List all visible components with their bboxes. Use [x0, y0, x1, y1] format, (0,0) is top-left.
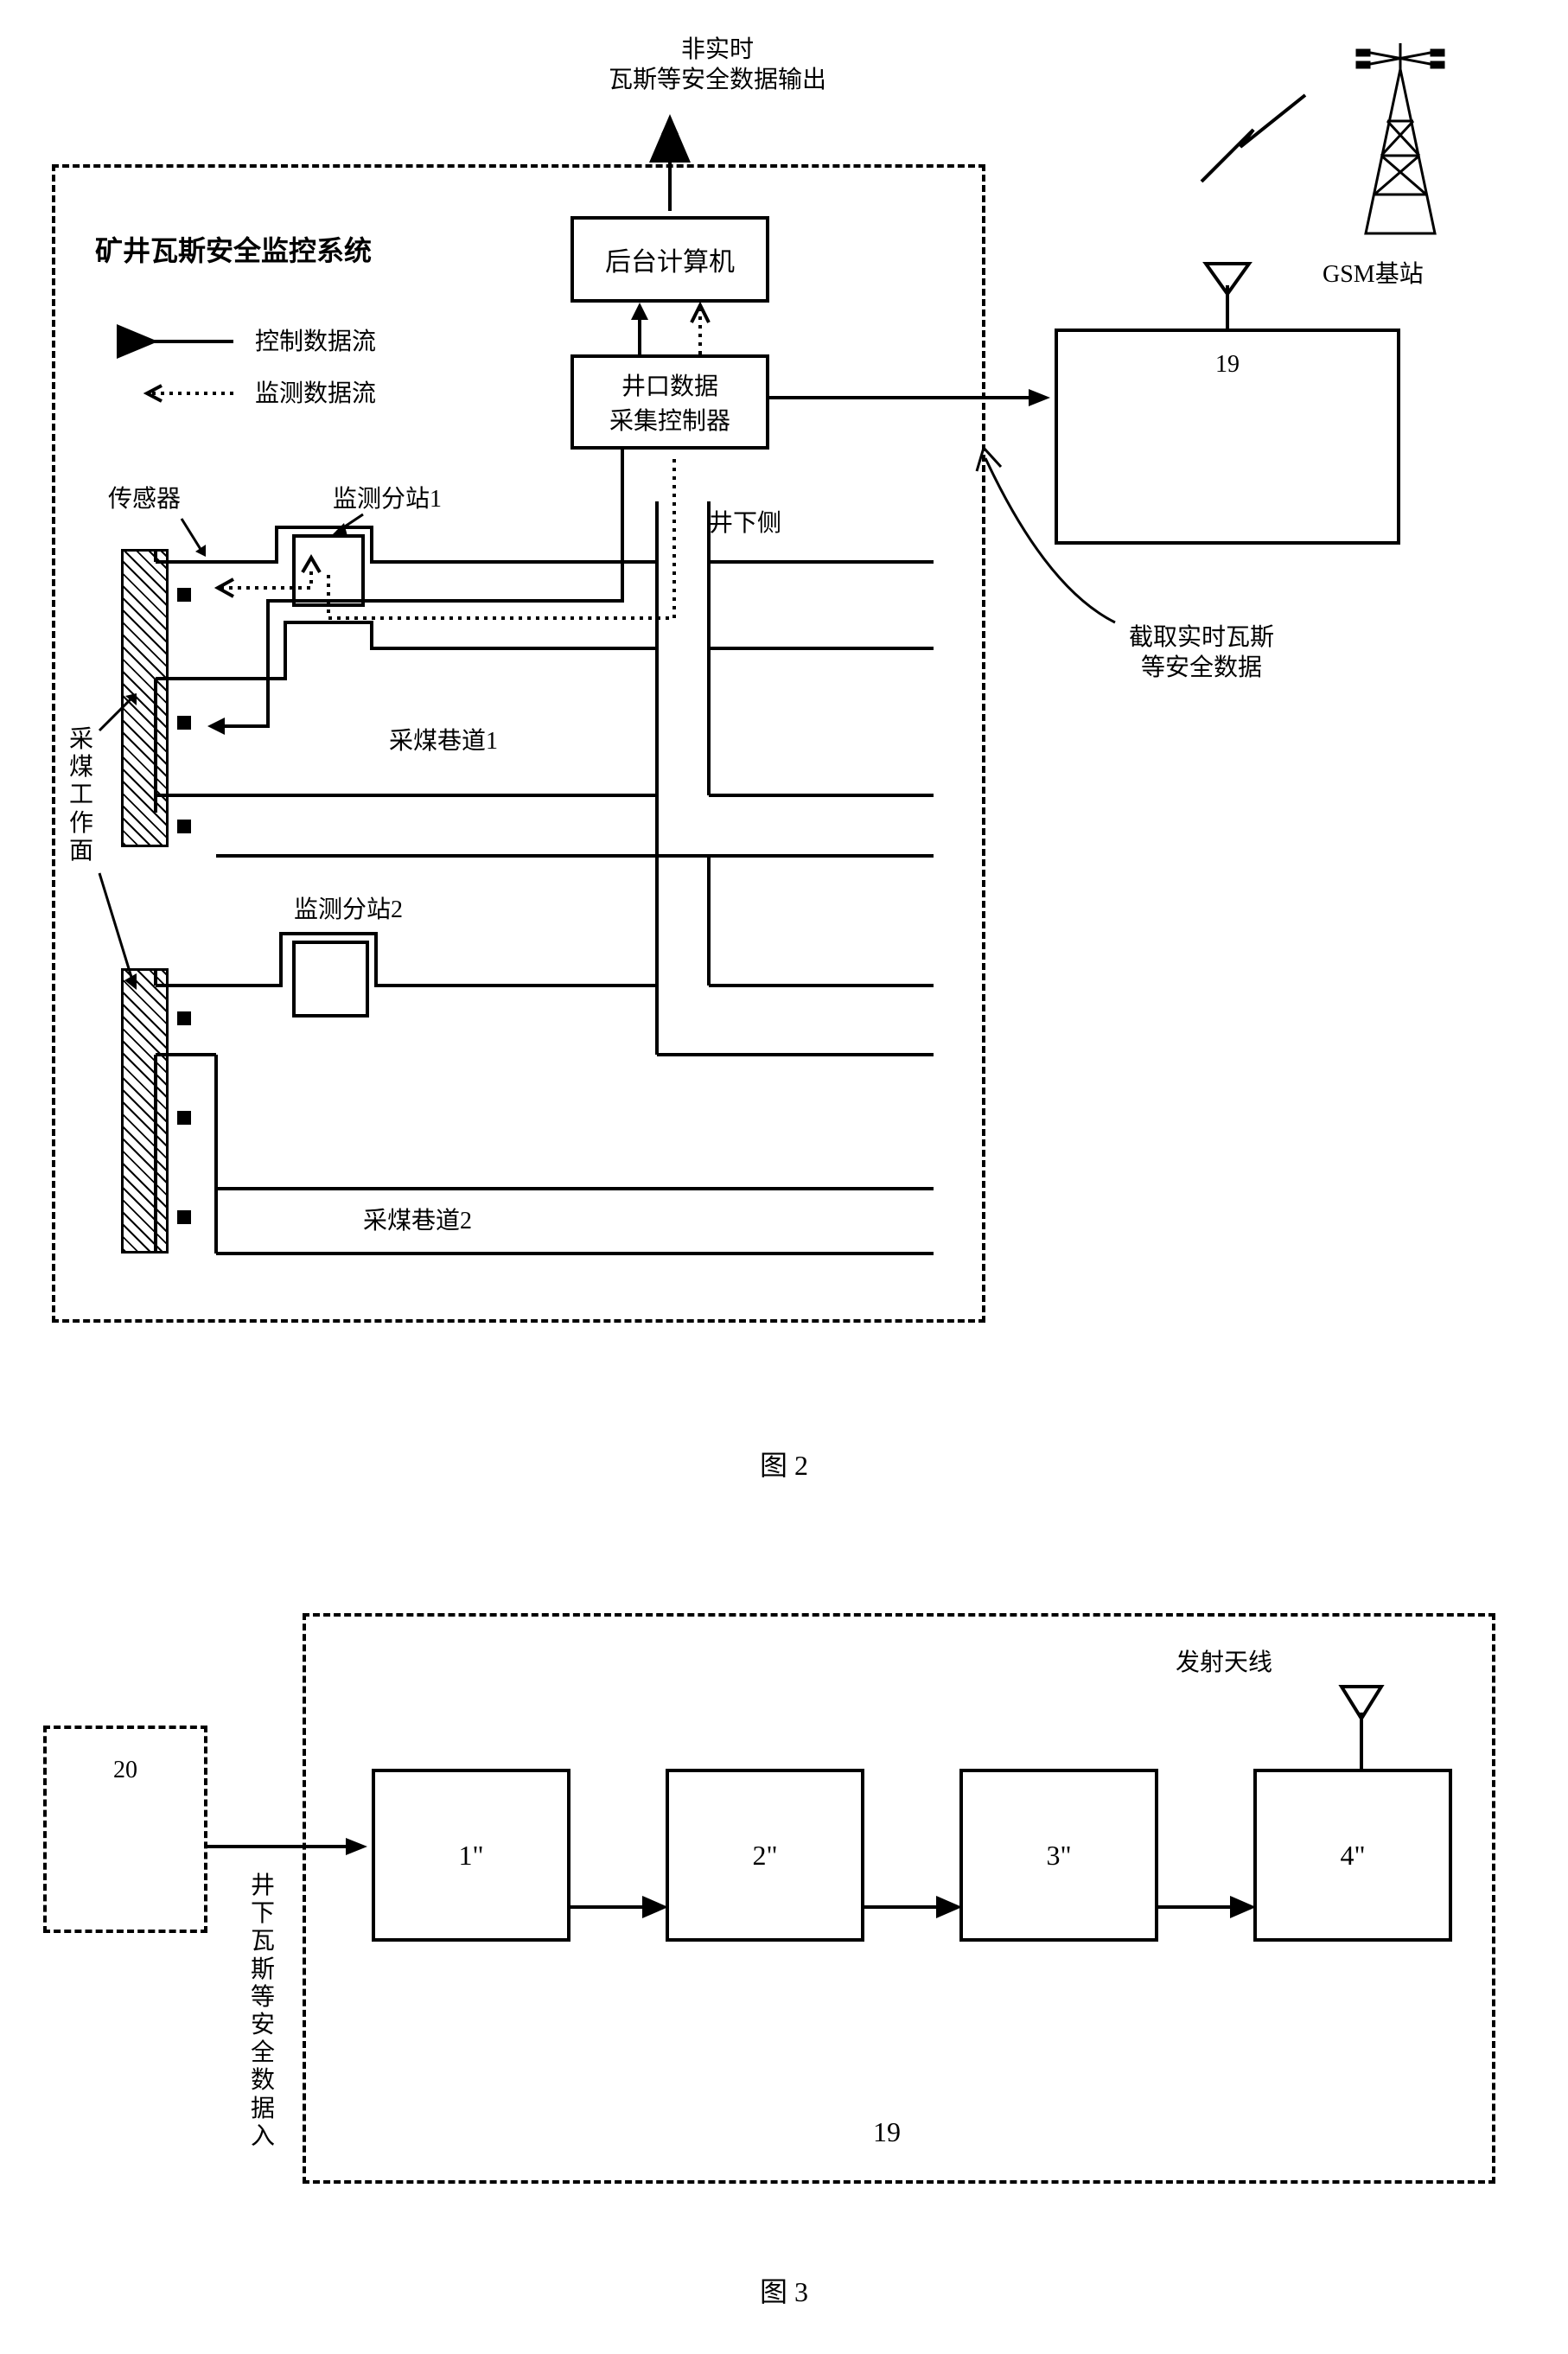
box-19-label: 19 [1058, 349, 1397, 380]
figure-2-caption: 图 2 [35, 1444, 1533, 1483]
box-19-fig3-label: 19 [873, 2115, 901, 2149]
collector-to-19-arrow [769, 380, 1063, 415]
antenna-label: 发射天线 [1176, 1648, 1272, 1678]
fig3-block-arrows [35, 1587, 1504, 2019]
tunnel1-label: 采煤巷道1 [389, 726, 498, 756]
gsm-tower-icon [1314, 35, 1487, 259]
sensor-dot [177, 1111, 191, 1125]
sensor-dot [177, 1210, 191, 1224]
tunnel2-label: 采煤巷道2 [363, 1206, 472, 1236]
intercept-label-2: 等安全数据 [1141, 654, 1262, 681]
block4-antenna-icon [1331, 1682, 1392, 1773]
sensor-dot [177, 716, 191, 730]
intercept-label-1: 截取实时瓦斯 [1129, 624, 1274, 651]
gsm-label: GSM基站 [1323, 259, 1424, 290]
figure-3-caption: 图 3 [35, 2270, 1533, 2310]
figure-2: 非实时 瓦斯等安全数据输出 GSM基站 [35, 35, 1533, 1418]
box19-antenna-icon [1193, 259, 1262, 333]
station2-label: 监测分站2 [294, 895, 403, 925]
sensor-dot [177, 588, 191, 602]
figure-3: 20 19 井下瓦斯等安全数据入 1" 2" 3" 4" [35, 1587, 1533, 2244]
sensor-dot [177, 820, 191, 833]
intercept-pointer [959, 432, 1132, 631]
sensor-dot [177, 1011, 191, 1025]
mine-layout [69, 501, 968, 1314]
signal-icon [1184, 86, 1323, 207]
workface-pointers [69, 692, 147, 1037]
intercept-label: 截取实时瓦斯 等安全数据 [1072, 622, 1331, 683]
